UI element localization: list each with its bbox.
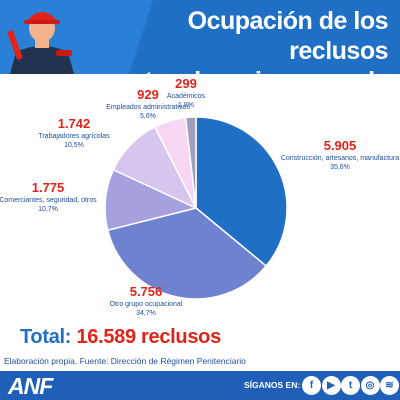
page-title: Ocupación de los reclusos antes de su in… bbox=[88, 6, 389, 74]
worker-illustration-icon bbox=[7, 12, 74, 74]
pie-slice-2 bbox=[106, 207, 268, 300]
spotify-icon[interactable]: ≋ bbox=[380, 376, 399, 395]
instagram-icon[interactable]: ◎ bbox=[360, 376, 380, 395]
facebook-icon[interactable]: f bbox=[302, 376, 321, 395]
anf-logo: ANF bbox=[8, 373, 53, 399]
pie-slices bbox=[104, 116, 288, 300]
twitter-icon[interactable]: t bbox=[341, 376, 360, 395]
slice-value-label: 929 bbox=[137, 87, 159, 102]
pie-slice-6 bbox=[184, 116, 197, 209]
slice-category-label: Empleados administrativos bbox=[106, 104, 190, 111]
slice-value-label: 1.775 bbox=[32, 180, 65, 195]
slice-percent-label: 1,8% bbox=[178, 102, 194, 109]
pie-slice-1 bbox=[195, 116, 288, 268]
total-value: 16.589 reclusos bbox=[76, 326, 221, 348]
total-summary: Total: 16.589 reclusos bbox=[20, 326, 221, 349]
slice-percent-label: 35,6% bbox=[330, 164, 350, 171]
slice-value-label: 5.905 bbox=[324, 138, 357, 153]
source-note: Elaboración propia. Fuente: Dirección de… bbox=[4, 356, 246, 366]
slice-value-label: 299 bbox=[175, 76, 197, 91]
slice-category-label: Comerciantes, seguridad, otros bbox=[0, 197, 97, 204]
footer-bar: ANF SÍGANOS EN: f ▶ t ◎ ≋ bbox=[0, 371, 400, 400]
title-line-1: Ocupación de los reclusos bbox=[187, 7, 389, 65]
slice-percent-label: 10,5% bbox=[64, 142, 84, 149]
youtube-icon[interactable]: ▶ bbox=[321, 376, 341, 395]
slice-value-label: 5.756 bbox=[130, 284, 163, 299]
slice-category-label: Construcción, artesanos, manufactura bbox=[281, 155, 399, 162]
total-label: Total: bbox=[20, 326, 72, 348]
pie-labels: 5.905 Construcción, artesanos, manufactur… bbox=[0, 76, 399, 317]
slice-percent-label: 10,7% bbox=[38, 206, 58, 213]
slice-value-label: 1.742 bbox=[58, 116, 91, 131]
slice-category-label: Académicos bbox=[167, 93, 206, 100]
follow-us-label: SÍGANOS EN: bbox=[244, 380, 301, 390]
title-line-2: antes de su ingreso a la cárcel bbox=[88, 66, 389, 74]
slice-category-label: Otro grupo ocupacional bbox=[110, 301, 183, 308]
slice-category-label: Trabajadores agrícolas bbox=[38, 133, 110, 140]
slice-percent-label: 34,7% bbox=[136, 310, 156, 317]
header-banner: Ocupación de los reclusos antes de su in… bbox=[0, 0, 400, 74]
slice-percent-label: 5,6% bbox=[140, 113, 156, 120]
pie-chart: 5.905 Construcción, artesanos, manufactur… bbox=[0, 76, 399, 317]
